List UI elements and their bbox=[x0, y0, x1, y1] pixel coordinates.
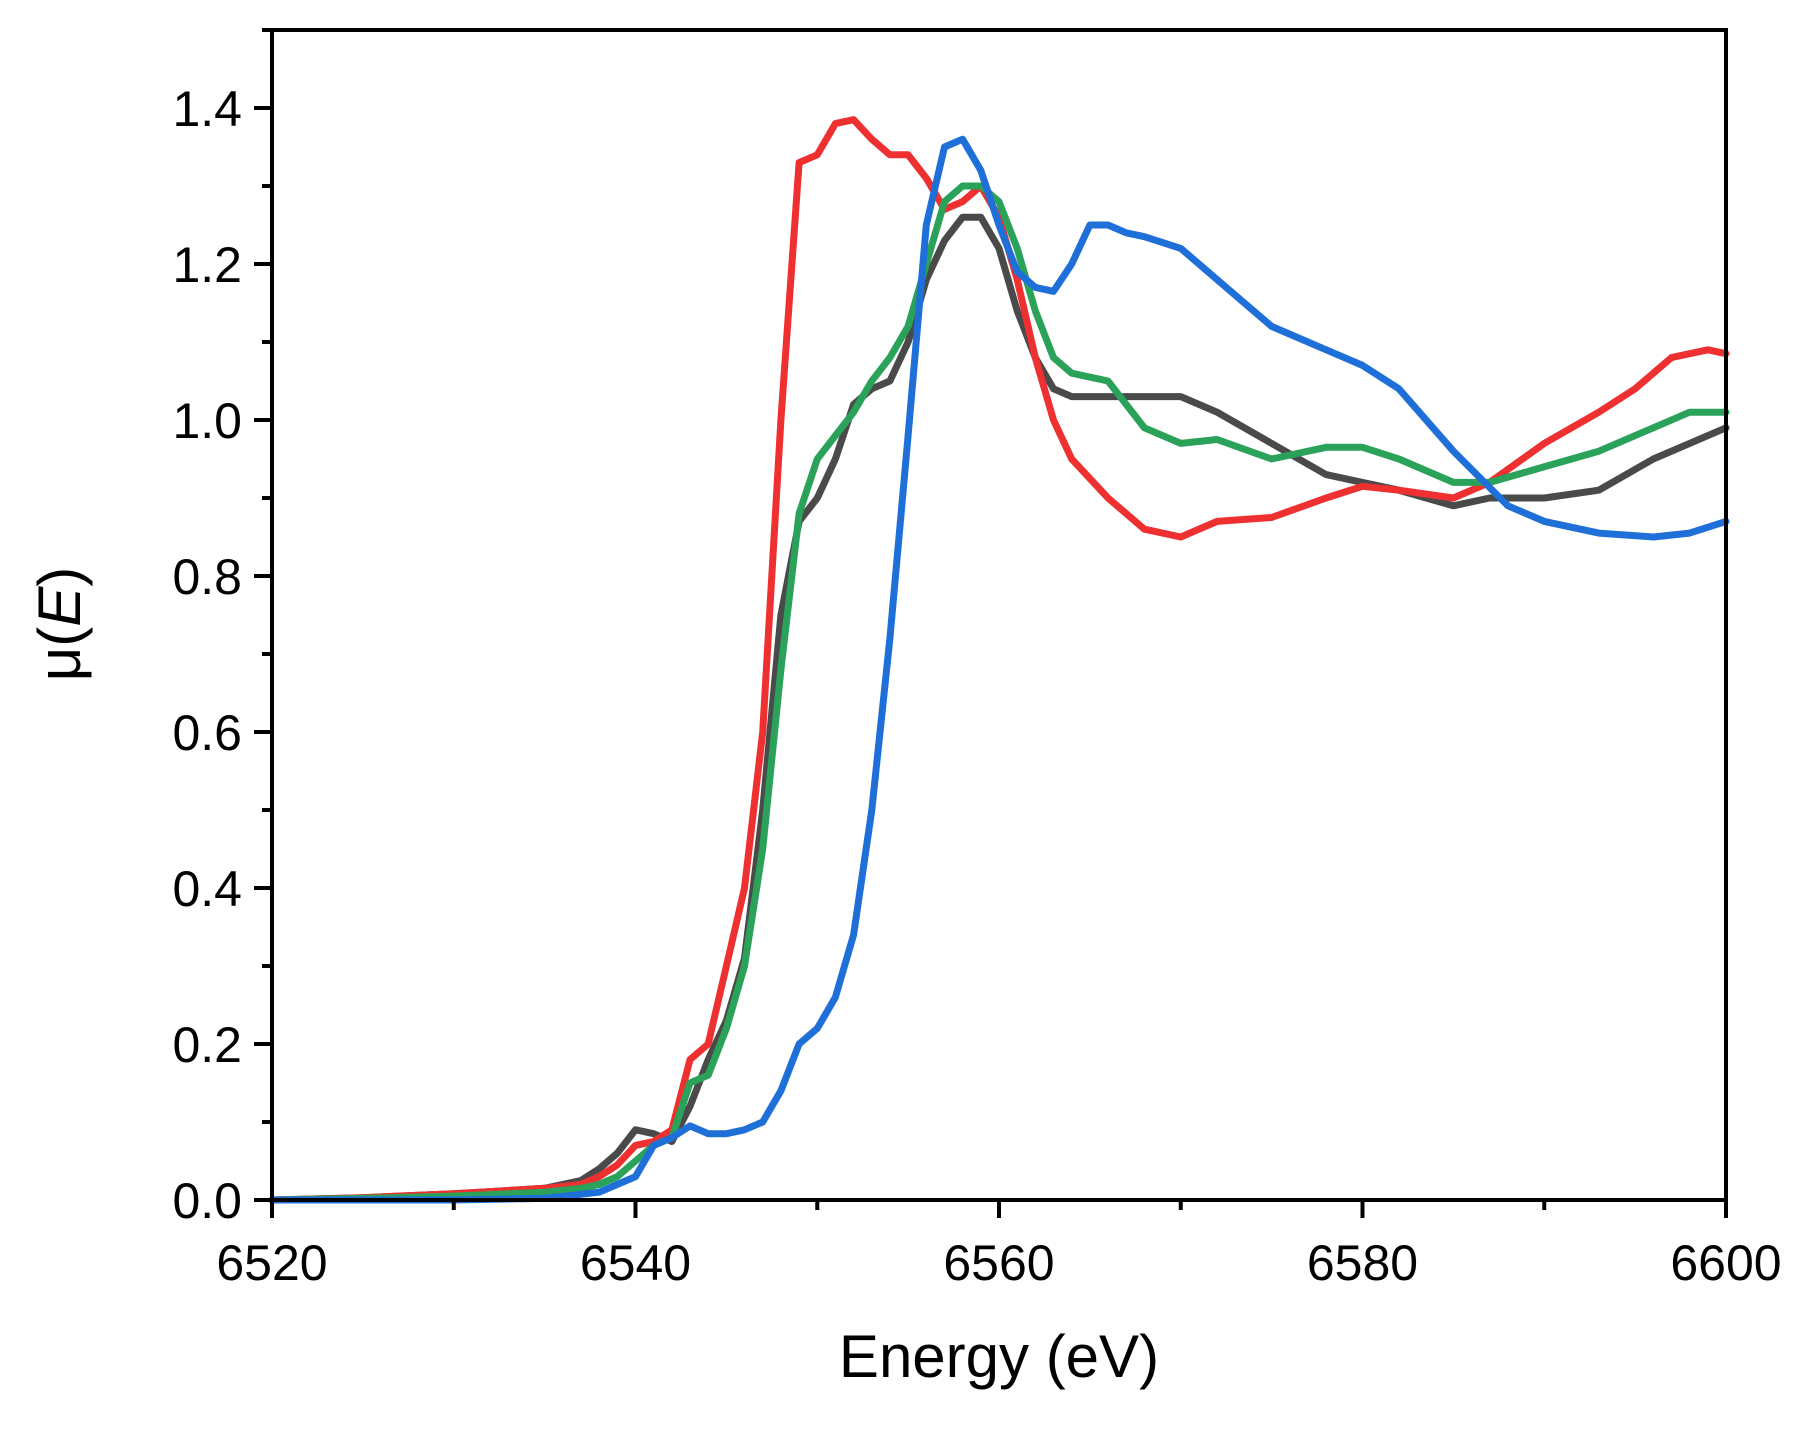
x-tick-label: 6540 bbox=[580, 1235, 691, 1291]
series-line-green bbox=[268, 182, 1730, 1204]
x-axis-title: Energy (eV) bbox=[839, 1323, 1159, 1390]
series-layer bbox=[268, 116, 1730, 1204]
series-line-blue bbox=[268, 135, 1730, 1204]
series-line-black bbox=[268, 213, 1730, 1204]
series-line-red bbox=[268, 116, 1730, 1204]
y-axis-title-prefix: μ( bbox=[26, 627, 93, 682]
y-tick-label: 1.0 bbox=[172, 393, 242, 449]
y-axis-title: μ(E) bbox=[26, 567, 93, 682]
y-tick-label: 0.4 bbox=[172, 861, 242, 917]
y-axis-title-suffix: ) bbox=[26, 567, 93, 587]
y-tick-label: 0.6 bbox=[172, 705, 242, 761]
y-axis-title-variable: E bbox=[26, 586, 93, 627]
y-tick-label: 1.2 bbox=[172, 237, 242, 293]
y-tick-label: 0.0 bbox=[172, 1173, 242, 1229]
x-tick-label: 6520 bbox=[216, 1235, 327, 1291]
x-tick-label: 6580 bbox=[1307, 1235, 1418, 1291]
ticks-layer: 6520 6540 6560 6580 6600 0.0 0.2 0.4 0.6 0.8 1.0 1.… bbox=[172, 28, 1782, 1291]
x-tick-label: 6560 bbox=[943, 1235, 1054, 1291]
y-tick-label: 0.2 bbox=[172, 1017, 242, 1073]
y-tick-label: 1.4 bbox=[172, 81, 242, 137]
x-tick-label: 6600 bbox=[1670, 1235, 1781, 1291]
y-tick-label: 0.8 bbox=[172, 549, 242, 605]
